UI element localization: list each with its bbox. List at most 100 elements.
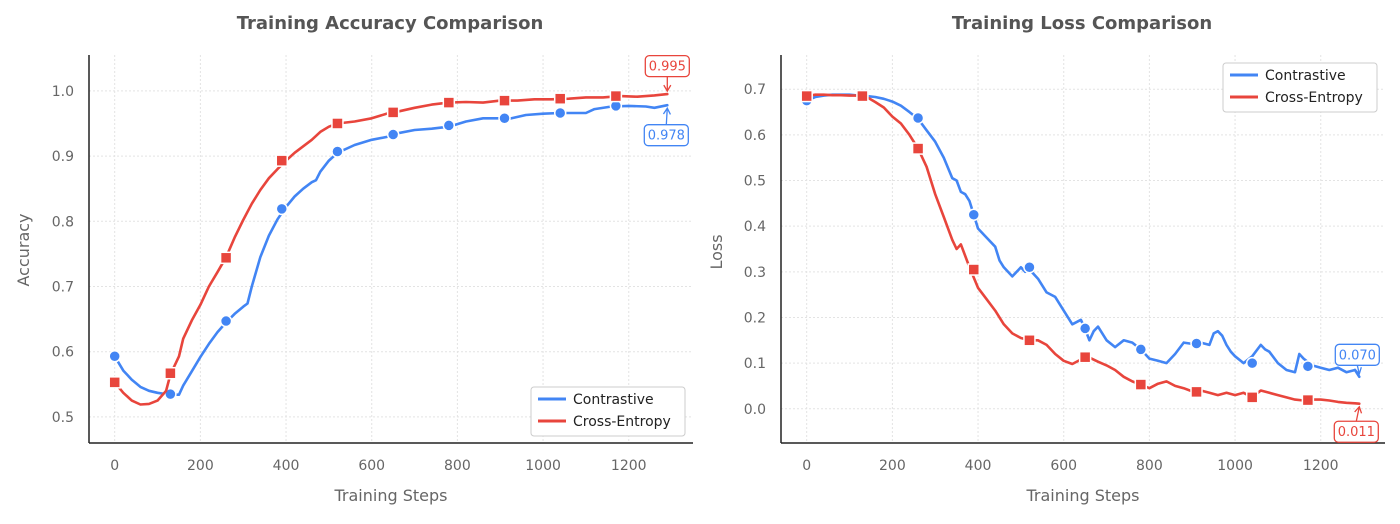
y-tick-label: 0.1 [744, 356, 766, 372]
x-tick-label: 400 [965, 458, 992, 474]
legend-label: Cross-Entropy [1265, 90, 1363, 106]
y-axis-label: Accuracy [14, 213, 33, 286]
data-point-contrastive [1190, 337, 1203, 350]
annotation-label: 0.978 [648, 129, 685, 144]
data-point-cross-entropy [386, 106, 400, 119]
y-tick-labels: 0.0 0.1 0.2 0.3 0.4 0.5 0.6 0.7 [744, 82, 766, 418]
data-point-cross-entropy [219, 251, 233, 265]
x-tick-label: 1200 [1303, 458, 1339, 474]
annotation-box [1334, 343, 1380, 366]
series-layer [108, 89, 669, 406]
y-tick-label: 0.5 [52, 410, 74, 426]
data-point-cross-entropy [442, 96, 456, 109]
data-point-contrastive [498, 112, 511, 125]
data-point-contrastive [442, 119, 456, 132]
data-point-cross-entropy [164, 366, 177, 380]
data-point-contrastive [108, 350, 121, 363]
x-tick-label: 200 [187, 458, 214, 474]
annotation-box [644, 54, 690, 78]
legend-label: Cross-Entropy [573, 414, 671, 430]
data-point-contrastive [1245, 356, 1259, 370]
data-point-cross-entropy [1078, 350, 1092, 364]
annotation-arrow [1355, 406, 1360, 422]
data-point-cross-entropy [609, 89, 623, 103]
data-point-contrastive [1078, 322, 1092, 335]
data-point-cross-entropy [1301, 393, 1315, 407]
legend-label: Contrastive [1265, 68, 1346, 84]
x-tick-label: 1000 [1217, 458, 1253, 474]
chart-title: Training Loss Comparison [952, 13, 1212, 34]
annotation-contrastive-final: 0.978 [643, 106, 689, 147]
data-point-contrastive [967, 208, 981, 222]
x-tick-label: 600 [1050, 458, 1077, 474]
y-tick-labels: 0.5 0.6 0.7 0.8 0.9 1.0 [52, 84, 74, 426]
x-axis-label: Training Steps [1026, 486, 1140, 505]
y-tick-label: 0.5 [744, 174, 766, 190]
legend-box [530, 386, 686, 437]
annotation-arrowhead [663, 84, 672, 93]
annotation-arrow [665, 108, 668, 125]
x-tick-label: 800 [1136, 458, 1163, 474]
y-tick-label: 0.7 [744, 82, 766, 98]
x-tick-label: 1200 [611, 458, 647, 474]
data-point-cross-entropy [1245, 391, 1259, 404]
y-tick-label: 0.6 [744, 128, 766, 144]
accuracy-chart: Training Accuracy Comparison 0 200 400 6… [14, 13, 693, 505]
annotation-box [643, 124, 689, 147]
loss-chart: Training Loss Comparison 0 200 400 600 8… [707, 13, 1385, 505]
series-line-cross-entropy [113, 92, 669, 406]
grid [89, 55, 693, 443]
annotation-arrowhead [1354, 366, 1362, 376]
y-axis-label: Loss [707, 234, 726, 269]
annotation-cross-entropy-final: 0.995 [644, 54, 690, 93]
grid [781, 55, 1385, 443]
data-point-cross-entropy [275, 154, 289, 167]
y-tick-label: 0.2 [744, 310, 766, 326]
data-point-cross-entropy [967, 263, 981, 276]
y-tick-label: 0.7 [52, 279, 74, 295]
series-line-contrastive [805, 93, 1361, 379]
data-point-cross-entropy [800, 89, 813, 103]
x-tick-label: 0 [802, 458, 811, 474]
data-point-cross-entropy [108, 376, 121, 389]
x-axis-label: Training Steps [334, 486, 448, 505]
data-point-contrastive [275, 202, 289, 216]
annotation-label: 0.070 [1339, 348, 1376, 363]
legend-label: Contrastive [573, 392, 654, 408]
x-tick-label: 400 [273, 458, 300, 474]
x-tick-label: 1000 [525, 458, 561, 474]
y-tick-label: 0.4 [744, 219, 766, 235]
data-point-contrastive [911, 111, 925, 125]
data-point-cross-entropy [331, 117, 344, 130]
annotation-contrastive-final: 0.070 [1334, 343, 1380, 376]
data-point-cross-entropy [1134, 378, 1148, 391]
chart-title: Training Accuracy Comparison [237, 13, 544, 34]
y-tick-label: 0.8 [52, 214, 74, 230]
y-tick-label: 0.9 [52, 149, 74, 165]
annotation-cross-entropy-final: 0.011 [1333, 405, 1379, 443]
x-tick-label: 200 [879, 458, 906, 474]
data-point-contrastive [386, 128, 400, 141]
data-point-contrastive [553, 106, 567, 120]
data-point-contrastive [1301, 360, 1315, 373]
annotation-arrowhead [662, 106, 672, 115]
y-tick-label: 0.6 [52, 345, 74, 361]
series-line-contrastive [113, 103, 669, 396]
data-point-cross-entropy [498, 94, 511, 107]
data-point-cross-entropy [1023, 334, 1036, 347]
legend-box [1222, 62, 1378, 113]
y-tick-label: 0.3 [744, 265, 766, 281]
data-point-cross-entropy [856, 89, 869, 103]
annotation-arrowhead [1354, 405, 1363, 414]
y-tick-label: 1.0 [52, 84, 74, 100]
legend: Contrastive Cross-Entropy [1222, 62, 1378, 113]
data-point-cross-entropy [1190, 385, 1203, 399]
x-tick-label: 600 [358, 458, 385, 474]
annotation-label: 0.011 [1338, 425, 1375, 440]
data-point-contrastive [331, 145, 344, 158]
annotation-label: 0.995 [649, 60, 686, 75]
y-tick-label: 0.0 [744, 402, 766, 418]
x-tick-labels: 0 200 400 600 800 1000 1200 [802, 458, 1338, 474]
